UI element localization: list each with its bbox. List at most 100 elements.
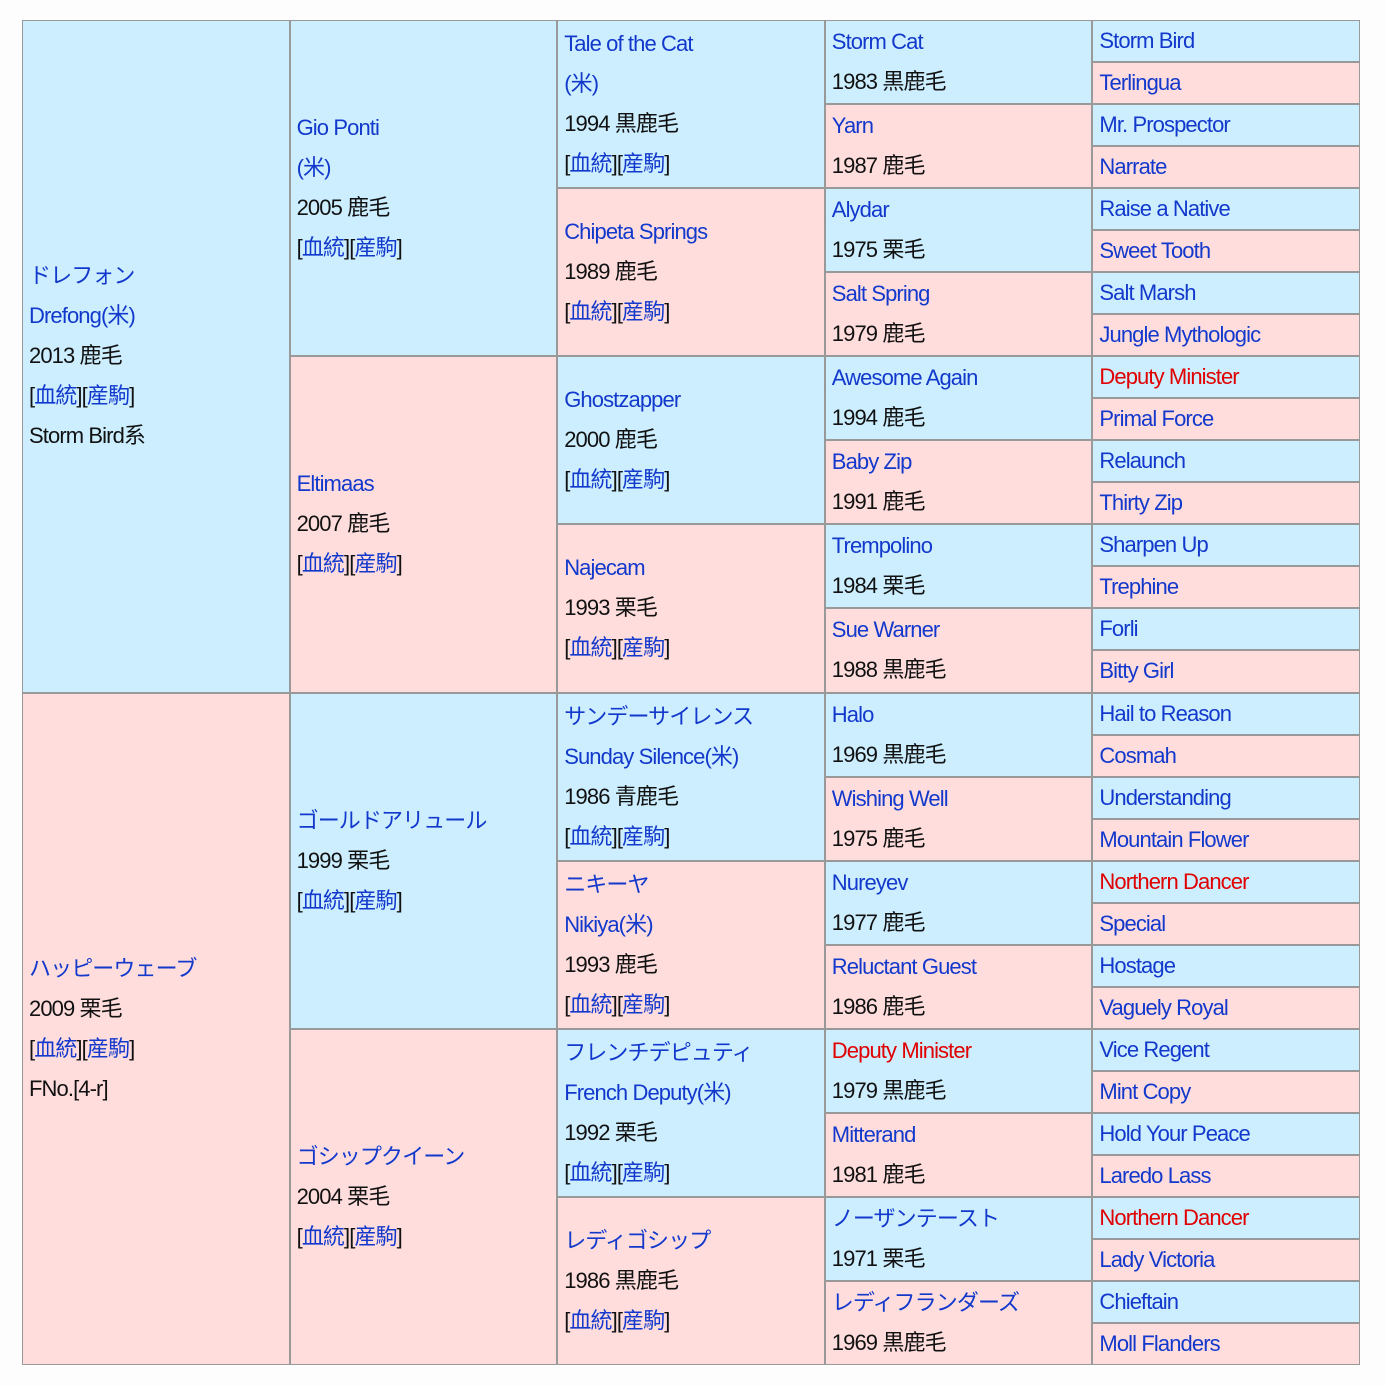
offspring-link[interactable]: 産駒 xyxy=(354,551,397,577)
horse-name-link[interactable]: Storm Cat xyxy=(831,29,924,55)
offspring-link[interactable]: 産駒 xyxy=(622,1307,665,1333)
pedigree-link[interactable]: 血統 xyxy=(569,1159,612,1185)
offspring-link[interactable]: 産駒 xyxy=(622,635,665,661)
horse-name-line: Sunday Silence(米) xyxy=(564,737,818,777)
horse-name-link[interactable]: Sunday Silence(米) xyxy=(564,743,739,769)
horse-name-link[interactable]: Primal Force xyxy=(1099,406,1214,432)
horse-name-link[interactable]: ドレフォン xyxy=(29,263,135,289)
horse-name-link[interactable]: Special xyxy=(1099,910,1166,936)
offspring-link[interactable]: 産駒 xyxy=(622,823,665,849)
pedigree-link[interactable]: 血統 xyxy=(34,383,77,409)
horse-name-link[interactable]: Tale of the Cat xyxy=(564,31,693,57)
offspring-link[interactable]: 産駒 xyxy=(354,235,397,261)
horse-name-link[interactable]: Yarn xyxy=(831,113,874,139)
horse-name-link[interactable]: ノーザンテースト xyxy=(831,1205,1000,1231)
horse-name-link[interactable]: Understanding xyxy=(1099,784,1231,810)
pedigree-cell-gen5: Vice Regent xyxy=(1093,1029,1359,1070)
horse-name-link[interactable]: Reluctant Guest xyxy=(831,953,977,979)
horse-name-link[interactable]: ニキーヤ xyxy=(564,871,649,897)
horse-name-link[interactable]: Drefong(米) xyxy=(29,303,136,329)
horse-name-link[interactable]: レディフランダーズ xyxy=(831,1289,1020,1315)
horse-name-link[interactable]: Wishing Well xyxy=(831,785,949,811)
horse-name-link[interactable]: Sweet Tooth xyxy=(1099,238,1211,264)
horse-name-link[interactable]: Moll Flanders xyxy=(1099,1330,1220,1356)
horse-name-link[interactable]: Awesome Again xyxy=(831,365,979,391)
horse-name-line: Primal Force xyxy=(1099,399,1353,439)
pedigree-link[interactable]: 血統 xyxy=(569,635,612,661)
pedigree-link[interactable]: 血統 xyxy=(569,1307,612,1333)
horse-name-link[interactable]: (米) xyxy=(564,71,599,97)
horse-name-link[interactable]: Gio Ponti xyxy=(296,115,380,141)
horse-name-link[interactable]: Raise a Native xyxy=(1099,196,1230,222)
horse-name-link[interactable]: French Deputy(米) xyxy=(564,1079,731,1105)
horse-name-link[interactable]: Relaunch xyxy=(1099,448,1186,474)
offspring-link[interactable]: 産駒 xyxy=(622,151,665,177)
horse-name-link[interactable]: Salt Spring xyxy=(831,281,931,307)
horse-name-link[interactable]: Laredo Lass xyxy=(1099,1162,1211,1188)
horse-name-link[interactable]: Mr. Prospector xyxy=(1099,112,1230,138)
pedigree-link[interactable]: 血統 xyxy=(569,151,612,177)
horse-name-link[interactable]: Chieftain xyxy=(1099,1288,1179,1314)
horse-name-link[interactable]: Salt Marsh xyxy=(1099,280,1196,306)
horse-name-link[interactable]: ハッピーウェーブ xyxy=(29,955,197,981)
horse-name-link[interactable]: Storm Bird xyxy=(1099,28,1195,54)
pedigree-links: [血統][産駒] xyxy=(564,991,670,1017)
horse-name-link[interactable]: Halo xyxy=(831,701,875,727)
horse-name-link[interactable]: Terlingua xyxy=(1099,70,1181,96)
horse-name-link[interactable]: ゴールドアリュール xyxy=(296,807,488,833)
horse-name-link[interactable]: Jungle Mythologic xyxy=(1099,322,1261,348)
horse-name-link[interactable]: Northern Dancer xyxy=(1099,868,1249,894)
offspring-link[interactable]: 産駒 xyxy=(354,887,397,913)
horse-name-link[interactable]: Trempolino xyxy=(831,533,933,559)
horse-name-link[interactable]: Trephine xyxy=(1099,574,1179,600)
horse-name-link[interactable]: Vice Regent xyxy=(1099,1036,1209,1062)
pedigree-link[interactable]: 血統 xyxy=(301,1223,345,1249)
pedigree-link[interactable]: 血統 xyxy=(569,823,612,849)
pedigree-link[interactable]: 血統 xyxy=(569,467,612,493)
horse-name-link[interactable]: ゴシップクイーン xyxy=(296,1143,466,1169)
horse-name-link[interactable]: (米) xyxy=(296,155,332,181)
horse-name-link[interactable]: Forli xyxy=(1099,616,1138,642)
offspring-link[interactable]: 産駒 xyxy=(86,383,130,409)
offspring-link[interactable]: 産駒 xyxy=(622,467,665,493)
horse-name-link[interactable]: Bitty Girl xyxy=(1099,658,1174,684)
horse-name-link[interactable]: Mint Copy xyxy=(1099,1078,1191,1104)
horse-name-link[interactable]: Sharpen Up xyxy=(1099,532,1208,558)
horse-name-link[interactable]: Nureyev xyxy=(831,869,909,895)
horse-name-link[interactable]: Lady Victoria xyxy=(1099,1246,1215,1272)
pedigree-link[interactable]: 血統 xyxy=(301,235,345,261)
horse-name-link[interactable]: Ghostzapper xyxy=(564,387,681,413)
pedigree-link[interactable]: 血統 xyxy=(34,1035,77,1061)
horse-name-link[interactable]: Alydar xyxy=(831,197,890,223)
horse-name-link[interactable]: Hostage xyxy=(1099,952,1176,978)
horse-name-link[interactable]: Mitterand xyxy=(831,1121,917,1147)
horse-name-link[interactable]: Mountain Flower xyxy=(1099,826,1249,852)
pedigree-link[interactable]: 血統 xyxy=(301,551,345,577)
horse-name-link[interactable]: Hold Your Peace xyxy=(1099,1120,1250,1146)
horse-name-link[interactable]: Vaguely Royal xyxy=(1099,994,1228,1020)
offspring-link[interactable]: 産駒 xyxy=(622,299,665,325)
offspring-link[interactable]: 産駒 xyxy=(86,1035,130,1061)
pedigree-link[interactable]: 血統 xyxy=(569,299,612,325)
horse-name-link[interactable]: サンデーサイレンス xyxy=(564,703,754,729)
horse-name-link[interactable]: Eltimaas xyxy=(296,471,375,497)
horse-name-link[interactable]: Nikiya(米) xyxy=(564,911,653,937)
horse-name-link[interactable]: レディゴシップ xyxy=(564,1227,711,1253)
horse-name-link[interactable]: Deputy Minister xyxy=(1099,364,1239,390)
horse-name-link[interactable]: Chipeta Springs xyxy=(564,219,708,245)
horse-name-link[interactable]: Northern Dancer xyxy=(1099,1204,1249,1230)
horse-name-link[interactable]: Thirty Zip xyxy=(1099,490,1183,516)
offspring-link[interactable]: 産駒 xyxy=(354,1223,397,1249)
horse-name-link[interactable]: Najecam xyxy=(564,555,645,581)
horse-name-link[interactable]: フレンチデピュティ xyxy=(564,1039,753,1065)
horse-name-link[interactable]: Deputy Minister xyxy=(831,1037,972,1063)
offspring-link[interactable]: 産駒 xyxy=(622,1159,665,1185)
pedigree-link[interactable]: 血統 xyxy=(301,887,345,913)
offspring-link[interactable]: 産駒 xyxy=(622,991,665,1017)
horse-name-link[interactable]: Baby Zip xyxy=(831,449,913,475)
horse-name-link[interactable]: Narrate xyxy=(1099,154,1167,180)
pedigree-link[interactable]: 血統 xyxy=(569,991,612,1017)
horse-name-link[interactable]: Hail to Reason xyxy=(1099,700,1232,726)
horse-name-link[interactable]: Cosmah xyxy=(1099,742,1176,768)
horse-name-link[interactable]: Sue Warner xyxy=(831,617,940,643)
